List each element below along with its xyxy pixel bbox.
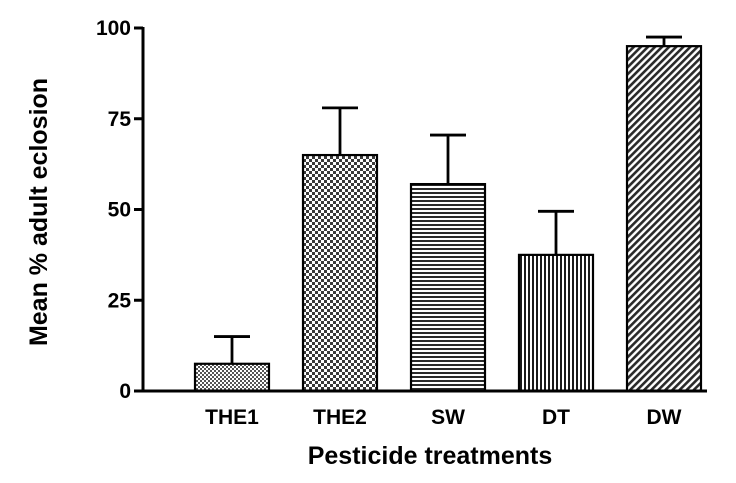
- bar-dw: [625, 45, 703, 393]
- x-tick-label-the2: THE2: [313, 406, 367, 429]
- x-tick-label-the1: THE1: [205, 406, 259, 429]
- bar-sw: [409, 182, 487, 393]
- y-tick-label-50: 50: [108, 199, 131, 222]
- error-bar-the1: [214, 335, 250, 364]
- bar-the2: [301, 153, 379, 393]
- error-bar-sw: [430, 133, 466, 185]
- y-tick-label-75: 75: [108, 108, 132, 131]
- x-tick-label-sw: SW: [431, 406, 465, 429]
- y-tick-label-0: 0: [119, 380, 131, 403]
- bars-layer: [193, 45, 703, 393]
- error-bar-the2: [322, 106, 358, 156]
- x-tick-label-dw: DW: [647, 406, 682, 429]
- x-tick-labels: THE1 THE2 SW DT DW: [205, 406, 682, 429]
- y-ticks: 0 25 50 75 100: [96, 17, 143, 403]
- error-bars-layer: [214, 35, 682, 364]
- error-bar-dt: [538, 209, 574, 255]
- y-tick-label-25: 25: [108, 289, 132, 312]
- bar-dt: [517, 253, 595, 393]
- y-axis-title: Mean % adult eclosion: [25, 78, 53, 346]
- y-tick-label-100: 100: [96, 17, 131, 40]
- x-axis-title: Pesticide treatments: [308, 442, 553, 470]
- error-bar-dw: [646, 35, 682, 47]
- x-tick-label-dt: DT: [542, 406, 570, 429]
- bar-the1: [193, 362, 271, 393]
